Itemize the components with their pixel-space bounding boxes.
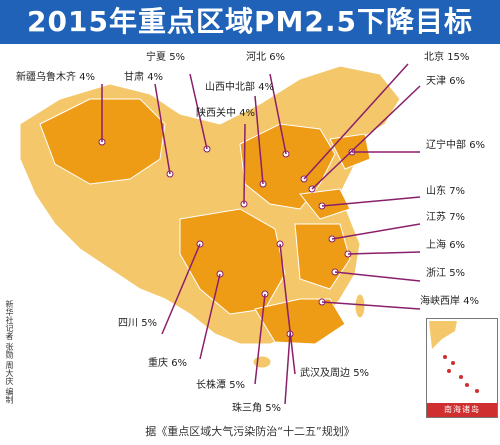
leader-sichuan — [161, 243, 201, 335]
label-ningxia: 宁夏 5% — [146, 52, 186, 63]
leader-jiangsu — [331, 223, 421, 240]
leader-changzhutan — [254, 293, 266, 385]
label-shanghai: 上海 6% — [426, 240, 466, 251]
label-chongqing: 重庆 6% — [148, 358, 188, 369]
leader-ningxia — [189, 73, 208, 150]
label-shaanxi: 陕西关中 4% — [196, 108, 256, 119]
leader-gansu — [154, 83, 171, 175]
leader-shandong — [321, 196, 421, 207]
south-china-sea-inset: 南海诸岛 — [426, 318, 498, 418]
taiwan-shape — [354, 293, 366, 319]
label-jiangsu: 江苏 7% — [426, 212, 466, 223]
leader-lines — [101, 63, 421, 405]
label-fujian: 海峡西岸 4% — [420, 296, 480, 307]
label-hebei: 河北 6% — [246, 52, 286, 63]
inset-map — [429, 321, 479, 393]
map-title: 2015年重点区域PM2.5下降目标 — [27, 5, 473, 38]
leader-beijing — [303, 63, 409, 180]
label-gansu: 甘肃 4% — [124, 72, 164, 83]
leader-wuhan — [279, 243, 296, 375]
inset-label: 南海诸岛 — [427, 403, 497, 417]
label-tianjin: 天津 6% — [426, 76, 466, 87]
label-sichuan: 四川 5% — [118, 318, 158, 329]
leader-tianjin — [311, 85, 421, 190]
label-zhejiang: 浙江 5% — [426, 268, 466, 279]
leader-chongqing — [199, 273, 221, 360]
inset-islands — [443, 355, 479, 393]
label-shandong: 山东 7% — [426, 186, 466, 197]
leader-zhejiang — [334, 271, 421, 282]
source-note: 据《重点区域大气污染防治“十二五”规划》 — [145, 425, 355, 438]
china-map — [19, 63, 421, 405]
leader-shaanxi — [243, 123, 246, 205]
hainan-shape — [252, 355, 272, 369]
label-changzhutan: 长株潭 5% — [196, 380, 246, 391]
leader-fujian — [321, 301, 421, 310]
leader-hebei — [269, 73, 287, 155]
label-liaoning: 辽宁中部 6% — [426, 140, 486, 151]
leader-shanghai — [347, 251, 421, 255]
inset-coast — [429, 321, 457, 349]
region-shandong-shape — [299, 188, 351, 220]
leader-pearl-river — [284, 333, 291, 405]
label-wuhan: 武汉及周边 5% — [300, 368, 370, 379]
title-bar — [0, 0, 500, 44]
label-xinjiang: 新疆乌鲁木齐 4% — [16, 72, 96, 83]
label-beijing: 北京 15% — [424, 52, 470, 63]
region-south-shape — [254, 298, 346, 345]
label-pearl-river: 珠三角 5% — [232, 403, 282, 414]
leader-shanxi — [254, 95, 264, 185]
credit-line: 新华社记者 张勋 周大庆 编制 — [5, 300, 14, 404]
label-shanxi: 山西中北部 4% — [205, 82, 275, 93]
